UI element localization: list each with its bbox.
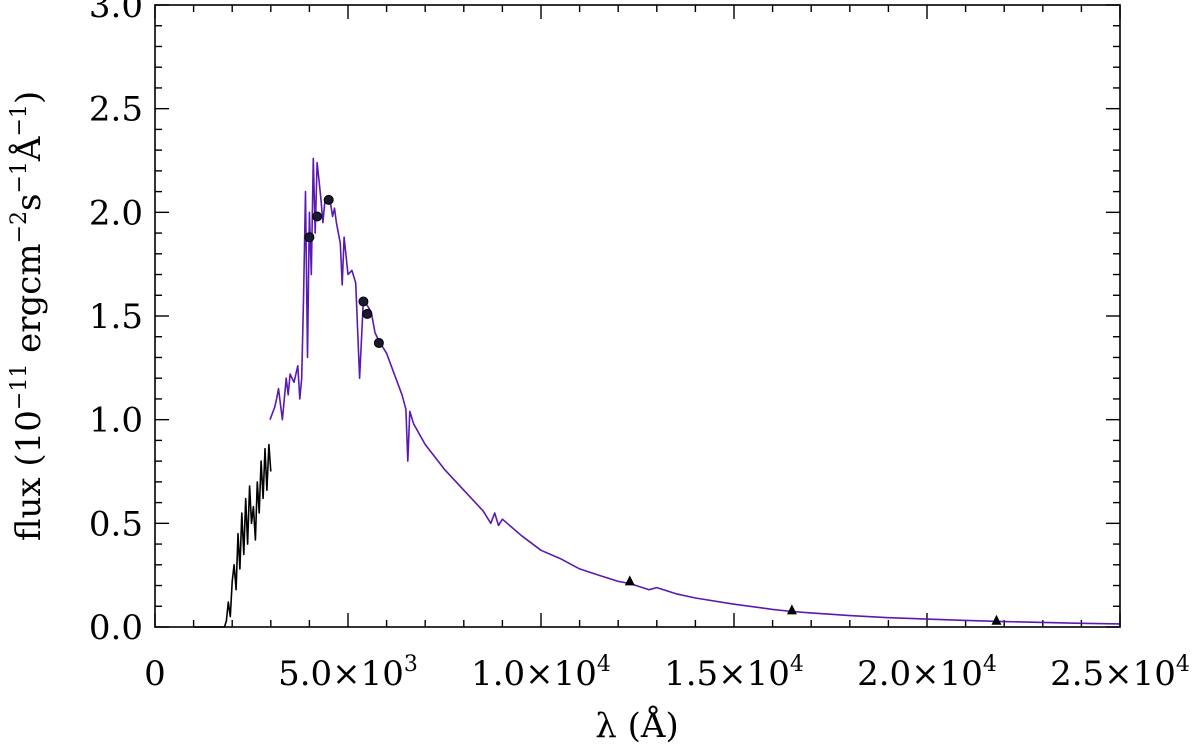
x-axis-label: λ (Å)	[595, 705, 678, 746]
y-tick-label: 1.5	[89, 297, 143, 337]
y-tick-label: 2.5	[89, 90, 143, 130]
x-tick-label: 2.0×104	[857, 652, 997, 694]
y-tick-labels: 0.0 0.5 1.0 1.5 2.0 2.5 3.0	[89, 0, 143, 648]
photometry-point-circle	[312, 211, 323, 222]
y-tick-label: 0.0	[89, 608, 143, 648]
x-tick-label: 1.0×104	[471, 652, 611, 694]
x-tick-label: 2.5×104	[1050, 652, 1190, 694]
x-tick-label: 5.0×103	[278, 652, 418, 694]
photometry-point-triangle	[624, 575, 635, 586]
series-line-1	[193, 443, 272, 628]
photometry-point-triangle	[786, 604, 797, 615]
x-tick-labels: 0 5.0×103 1.0×104 1.5×104 2.0×104 2.5×104	[144, 652, 1190, 694]
markers-group	[304, 194, 1002, 625]
series-line-2	[269, 157, 1121, 625]
photometry-point-circle	[373, 337, 384, 348]
y-axis-label: flux (10−11 ergcm−2s−1Å−1)	[7, 91, 49, 541]
axes-ticks	[154, 4, 1121, 628]
photometry-point-triangle	[991, 614, 1002, 625]
x-tick-label: 0	[144, 654, 166, 694]
y-tick-label: 2.0	[89, 193, 143, 233]
photometry-point-circle	[304, 232, 315, 243]
plot-frame	[154, 4, 1121, 628]
photometry-point-circle	[358, 296, 369, 307]
x-tick-label: 1.5×104	[664, 652, 804, 694]
y-tick-label: 1.0	[89, 401, 143, 441]
series-group	[193, 157, 1121, 628]
photometry-point-circle	[362, 308, 373, 319]
y-tick-label: 3.0	[89, 0, 143, 26]
y-tick-label: 0.5	[89, 504, 143, 544]
photometry-point-circle	[323, 194, 334, 205]
